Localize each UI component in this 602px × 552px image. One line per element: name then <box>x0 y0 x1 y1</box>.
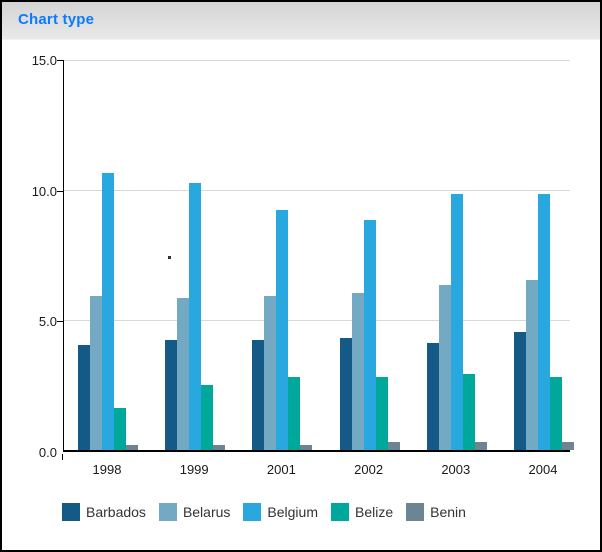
legend-swatch-belize <box>331 503 349 521</box>
bar-belgium-2001 <box>276 210 289 450</box>
y-tick-mark-10.0 <box>57 190 63 192</box>
x-category-label-2001: 2001 <box>266 462 296 477</box>
y-tick-label-0.0: 0.0 <box>38 445 57 460</box>
x-category-label-2002: 2002 <box>354 462 384 477</box>
bar-belarus-2001 <box>264 296 277 450</box>
bar-belgium-1999 <box>189 183 202 450</box>
bar-belize-2002 <box>375 377 388 450</box>
legend-item-belarus[interactable]: Belarus <box>158 503 231 521</box>
bar-benin-2001 <box>300 445 313 450</box>
chart-legend: Barbados Belarus Belgium Belize Benin <box>62 503 466 521</box>
legend-item-belize[interactable]: Belize <box>331 503 393 521</box>
bar-benin-2004 <box>562 442 574 450</box>
legend-swatch-belgium <box>243 503 262 521</box>
plot-area <box>63 60 574 452</box>
legend-swatch-barbados <box>62 503 80 521</box>
widget-title: Chart type <box>18 11 95 28</box>
widget-header: Chart type <box>2 2 600 40</box>
legend-label-benin: Benin <box>430 504 466 520</box>
bar-belarus-2002 <box>351 293 364 450</box>
bar-barbados-2002 <box>339 338 352 450</box>
y-tick-mark-5.0 <box>57 321 63 323</box>
bar-belarus-2003 <box>438 285 451 450</box>
bar-barbados-2003 <box>426 343 439 450</box>
bar-belize-2003 <box>462 374 475 450</box>
gridline-5.0 <box>64 320 570 322</box>
stray-dot <box>168 256 171 259</box>
bar-benin-2002 <box>387 442 400 450</box>
y-tick-label-5.0: 5.0 <box>38 314 57 330</box>
gridline-10.0 <box>64 189 570 191</box>
bar-belgium-2004 <box>538 194 550 450</box>
legend-swatch-benin <box>406 503 425 521</box>
bar-barbados-1999 <box>165 340 178 450</box>
bar-benin-2003 <box>474 442 487 450</box>
bar-belarus-1998 <box>90 296 102 450</box>
legend-item-barbados[interactable]: Barbados <box>62 503 146 521</box>
x-category-label-1998: 1998 <box>92 462 122 477</box>
bar-belize-1999 <box>201 385 214 450</box>
bar-belize-2004 <box>550 377 562 450</box>
bar-belgium-2003 <box>450 194 463 450</box>
y-tick-mark-15.0 <box>57 60 63 61</box>
x-category-label-1999: 1999 <box>179 462 209 477</box>
bar-belarus-2004 <box>526 280 538 450</box>
legend-item-benin[interactable]: Benin <box>406 503 466 521</box>
x-category-label-2003: 2003 <box>441 462 471 477</box>
bar-barbados-2001 <box>252 340 265 450</box>
bar-benin-1999 <box>213 445 226 450</box>
bar-benin-1998 <box>126 445 138 450</box>
x-tick-mark-origin <box>62 454 63 460</box>
gridline-15.0 <box>64 60 570 61</box>
legend-label-belarus: Belarus <box>182 504 231 520</box>
legend-item-belgium[interactable]: Belgium <box>243 503 318 521</box>
legend-swatch-belarus <box>158 503 177 521</box>
bar-belize-2001 <box>288 377 301 450</box>
x-category-label-2004: 2004 <box>528 462 558 477</box>
legend-label-barbados: Barbados <box>86 504 146 520</box>
bar-barbados-2004 <box>514 332 526 450</box>
bar-belize-1998 <box>114 408 126 450</box>
bar-belgium-2002 <box>363 220 376 450</box>
bar-belarus-1999 <box>177 298 190 450</box>
bar-belgium-1998 <box>102 173 114 450</box>
y-tick-label-10.0: 10.0 <box>31 183 57 199</box>
legend-label-belgium: Belgium <box>267 504 318 520</box>
legend-label-belize: Belize <box>355 504 394 520</box>
bar-barbados-1998 <box>78 345 90 450</box>
y-tick-label-15.0: 15.0 <box>31 53 57 68</box>
